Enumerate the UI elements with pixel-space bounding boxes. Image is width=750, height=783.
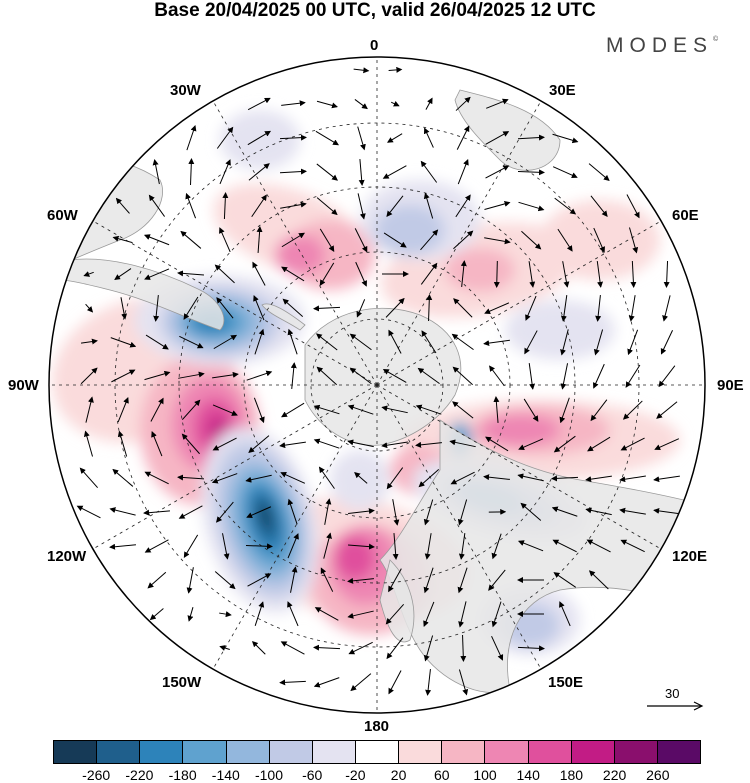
lon-label-90e: 90E bbox=[717, 377, 744, 394]
colorbar-swatch bbox=[528, 741, 572, 763]
brand-mark: © bbox=[713, 36, 719, 43]
lon-label-150w: 150W bbox=[162, 674, 202, 691]
colorbar-tick-label: 180 bbox=[559, 767, 584, 783]
colorbar-tick-label: 140 bbox=[516, 767, 540, 783]
graticule bbox=[49, 57, 705, 713]
colorbar-tick-label: -180 bbox=[168, 767, 197, 783]
colorbar-tick-label: 100 bbox=[473, 767, 497, 783]
colorbar-tick-label: -20 bbox=[345, 767, 366, 783]
colorbar-tick-label: 20 bbox=[390, 767, 407, 783]
page-title: Base 20/04/2025 00 UTC, valid 26/04/2025… bbox=[154, 0, 596, 21]
colorbar-swatch bbox=[571, 741, 615, 763]
wind-vectors bbox=[76, 66, 680, 696]
colorbar-swatch bbox=[657, 741, 701, 763]
colorbar-swatch bbox=[614, 741, 658, 763]
colorbar bbox=[53, 740, 701, 764]
colorbar-swatch bbox=[140, 741, 184, 763]
modes-logo: MODES© bbox=[606, 34, 718, 58]
colorbar-swatch bbox=[97, 741, 141, 763]
colorbar-tick-label: -60 bbox=[302, 767, 323, 783]
colorbar-swatch bbox=[399, 741, 443, 763]
colorbar-swatch bbox=[442, 741, 486, 763]
colorbar-swatch bbox=[355, 741, 400, 763]
lon-label-120e: 120E bbox=[672, 548, 708, 565]
polar-map bbox=[48, 56, 706, 714]
lon-label-30w: 30W bbox=[170, 82, 201, 99]
lon-label-90w: 90W bbox=[8, 377, 39, 394]
colorbar-tick-label: -140 bbox=[211, 767, 240, 783]
reference-vector: 30 bbox=[645, 686, 705, 716]
reference-vector-label: 30 bbox=[665, 686, 680, 701]
colorbar-tick-label: -220 bbox=[125, 767, 154, 783]
colorbar-tick-label: 260 bbox=[646, 767, 670, 783]
colorbar-tick-label: -260 bbox=[82, 767, 111, 783]
lon-label-0: 0 bbox=[370, 37, 379, 54]
reference-arrow-icon bbox=[647, 701, 704, 711]
brand-text: MODES bbox=[606, 34, 714, 57]
colorbar-swatch bbox=[485, 741, 529, 763]
colorbar-swatch bbox=[183, 741, 227, 763]
colorbar-swatch bbox=[312, 741, 356, 763]
colorbar-swatch bbox=[226, 741, 270, 763]
lon-label-30e: 30E bbox=[549, 82, 576, 99]
lon-label-180: 180 bbox=[364, 718, 390, 735]
lon-label-60w: 60W bbox=[47, 207, 78, 224]
lon-label-120w: 120W bbox=[47, 548, 87, 565]
lon-label-150e: 150E bbox=[548, 674, 584, 691]
colorbar-tick-label: -100 bbox=[254, 767, 284, 783]
lon-label-60e: 60E bbox=[672, 207, 699, 224]
colorbar-tick-label: 220 bbox=[602, 767, 627, 783]
colorbar-swatch bbox=[54, 741, 98, 763]
map-border bbox=[48, 56, 706, 714]
colorbar-swatch bbox=[269, 741, 313, 763]
colorbar-ticks: -260 -220 -180 -140 -100 -60 -20 20 60 100 140 180 2… bbox=[0, 767, 750, 783]
colorbar-tick-label: 60 bbox=[434, 767, 450, 783]
